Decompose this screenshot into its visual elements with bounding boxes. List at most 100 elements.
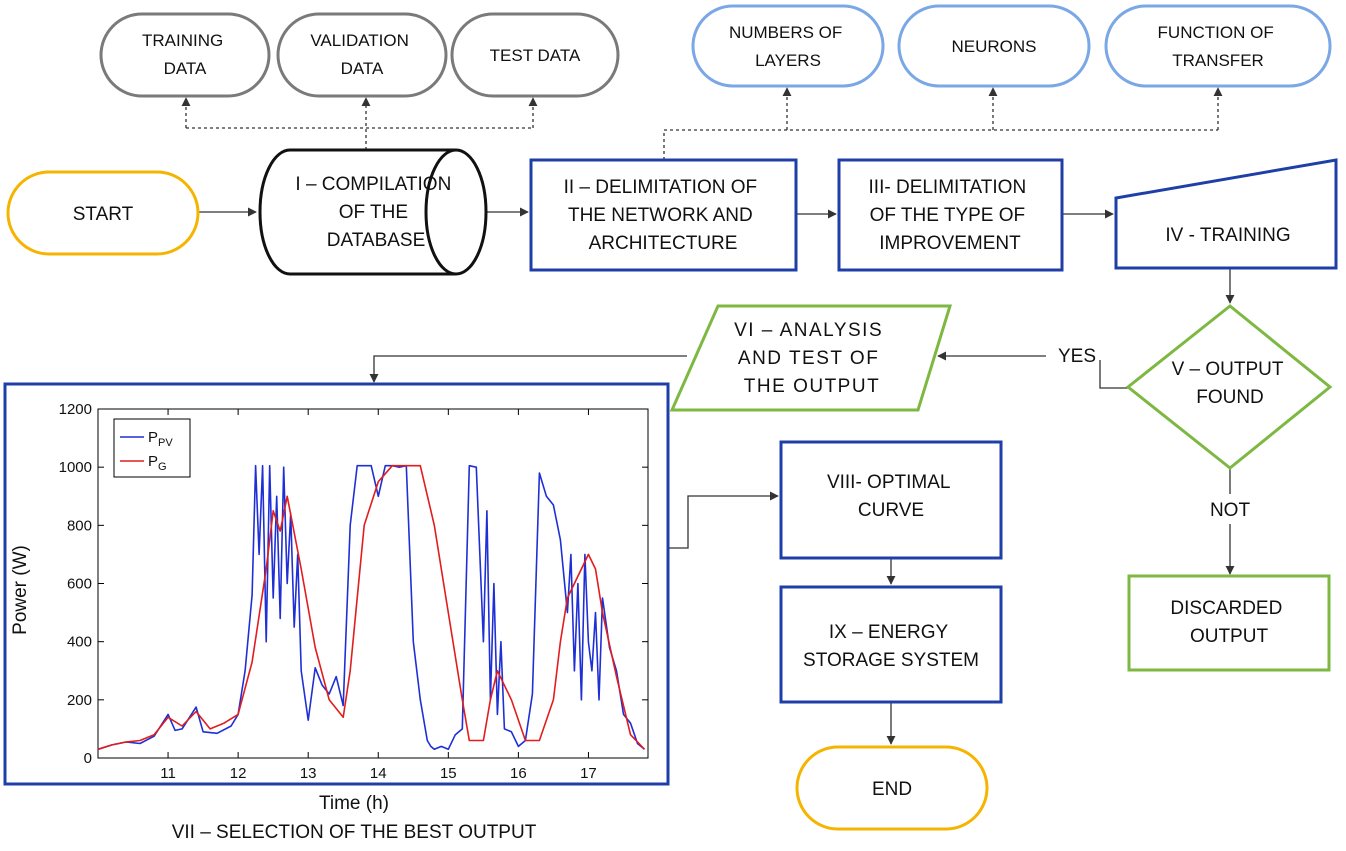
delimitation-improvement-shape [837, 158, 1064, 272]
y-tick-label: 1000 [59, 459, 92, 476]
validation-data-line-2: DATA [341, 59, 384, 78]
output-found-decision: V – OUTPUT FOUND [1125, 304, 1333, 470]
output-found-line-1: V – OUTPUT [1172, 359, 1284, 380]
network-params-bus [663, 129, 1218, 160]
compilation-line-2: OF THE [339, 202, 408, 223]
training-node: IV - TRAINING [1114, 158, 1338, 270]
neurons-shape [897, 4, 1091, 88]
selection-chart-panel: 11 12 13 14 15 16 17020040060080010001200PPVPG… [3, 382, 670, 814]
x-tick-label: 11 [160, 765, 176, 782]
legend-entry-pv: PPV [148, 429, 173, 449]
legend-subscript: PV [158, 437, 173, 449]
delimitation-improvement-line-3: IMPROVEMENT [879, 233, 1021, 254]
validation-data-node: VALIDATION DATA [276, 12, 448, 98]
neurons-node: NEURONS [897, 4, 1091, 88]
energy-storage-line-2: STORAGE SYSTEM [803, 650, 979, 671]
legend-entry-g: PG [148, 453, 167, 473]
analysis-line-1: VI – ANALYSIS [734, 320, 883, 341]
y-tick-label: 0 [84, 750, 92, 767]
end-shape [795, 745, 989, 831]
function-of-transfer-line-1: FUNCTION OF [1158, 23, 1274, 42]
not-label: NOT [1210, 500, 1251, 521]
x-tick-label: 15 [440, 765, 457, 782]
analysis-label: VI – ANALYSIS AND TEST OF THE OUTPUT [734, 320, 890, 397]
test-data-shape [450, 12, 620, 98]
delimitation-network-node: II – DELIMITATION OF THE NETWORK AND ARC… [529, 158, 798, 272]
delimitation-network-line-2: THE NETWORK AND [568, 205, 753, 226]
delimitation-improvement-line-2: OF THE TYPE OF [870, 205, 1026, 226]
series-line-g [97, 464, 646, 751]
energy-storage-label: IX – ENERGY STORAGE SYSTEM [803, 622, 979, 671]
connectors [181, 87, 1235, 745]
start-shape [6, 170, 200, 256]
numbers-of-layers-label: NUMBERS OF LAYERS [729, 23, 847, 70]
test-data-node: TEST DATA [450, 12, 620, 98]
analysis-shape [669, 304, 953, 412]
training-data-line-2: DATA [164, 59, 207, 78]
training-data-label: TRAINING DATA [142, 31, 228, 78]
optimal-curve-line-2: CURVE [858, 500, 924, 521]
end-label: END [872, 779, 912, 800]
function-of-transfer-line-2: TRANSFER [1172, 51, 1264, 70]
training-shape [1114, 158, 1338, 270]
x-tick-label: 12 [230, 765, 247, 782]
energy-storage-shape [779, 585, 1003, 704]
energy-storage-line-1: IX – ENERGY [829, 622, 949, 643]
chart-xlabel: Time (h) [319, 793, 389, 814]
validation-data-line-1: VALIDATION [310, 31, 409, 50]
output-found-shape [1125, 304, 1333, 470]
analysis-line-2: AND TEST OF [738, 348, 879, 369]
y-tick-label: 400 [67, 634, 92, 651]
analysis-line-3: THE OUTPUT [744, 376, 880, 397]
optimal-curve-node: VIII- OPTIMAL CURVE [779, 440, 1003, 560]
legend-name: P [148, 429, 158, 446]
arrow-selection-to-optimal-curve [668, 491, 779, 549]
yes-label: YES [1058, 346, 1096, 367]
training-data-node: TRAINING DATA [99, 12, 271, 98]
chart-legend [113, 418, 191, 478]
x-tick-label: 16 [510, 765, 527, 782]
energy-storage-node: IX – ENERGY STORAGE SYSTEM [779, 585, 1003, 704]
compilation-label: I – COMPILATION OF THE DATABASE [295, 174, 456, 251]
start-label: START [73, 204, 134, 225]
function-of-transfer-label: FUNCTION OF TRANSFER [1158, 23, 1279, 70]
y-tick-label: 600 [67, 576, 92, 593]
numbers-of-layers-line-2: LAYERS [755, 51, 821, 70]
start-terminal: START [6, 170, 200, 256]
compilation-line-1: I – COMPILATION [295, 174, 451, 195]
end-terminal: END [795, 745, 989, 831]
training-label: IV - TRAINING [1165, 225, 1290, 246]
validation-data-shape [276, 12, 448, 98]
function-of-transfer-shape [1104, 4, 1332, 88]
output-found-line-2: FOUND [1196, 387, 1264, 408]
delimitation-network-line-1: II – DELIMITATION OF [564, 177, 758, 198]
discarded-line-1: DISCARDED [1170, 598, 1282, 619]
numbers-of-layers-line-1: NUMBERS OF [729, 23, 842, 42]
discarded-output-shape [1127, 574, 1331, 672]
analysis-node: VI – ANALYSIS AND TEST OF THE OUTPUT [669, 304, 953, 412]
function-of-transfer-node: FUNCTION OF TRANSFER [1104, 4, 1332, 88]
delimitation-network-line-3: ARCHITECTURE [589, 233, 738, 254]
legend-name: P [148, 453, 158, 470]
optimal-curve-label: VIII- OPTIMAL CURVE [827, 472, 955, 521]
chart-ylabel: Power (W) [10, 545, 31, 635]
delimitation-network-shape [529, 158, 798, 272]
neurons-label: NEURONS [951, 37, 1036, 56]
compilation-cylinder-front [424, 148, 457, 276]
delimitation-network-label: II – DELIMITATION OF THE NETWORK AND ARC… [564, 177, 763, 254]
delimitation-improvement-label: III- DELIMITATION OF THE TYPE OF IMPROVE… [869, 177, 1032, 254]
x-tick-label: 17 [580, 765, 597, 782]
y-tick-label: 800 [67, 517, 92, 534]
delimitation-improvement-node: III- DELIMITATION OF THE TYPE OF IMPROVE… [837, 158, 1064, 272]
x-tick-label: 13 [300, 765, 317, 782]
training-data-line-1: TRAINING [142, 31, 223, 50]
arrow-analysis-to-selection [369, 355, 687, 383]
discarded-output-node: DISCARDED OUTPUT [1127, 574, 1331, 672]
training-data-shape [99, 12, 271, 98]
y-tick-label: 1200 [59, 401, 92, 418]
compilation-line-3: DATABASE [327, 230, 426, 251]
yes-branch-line [1099, 360, 1128, 389]
